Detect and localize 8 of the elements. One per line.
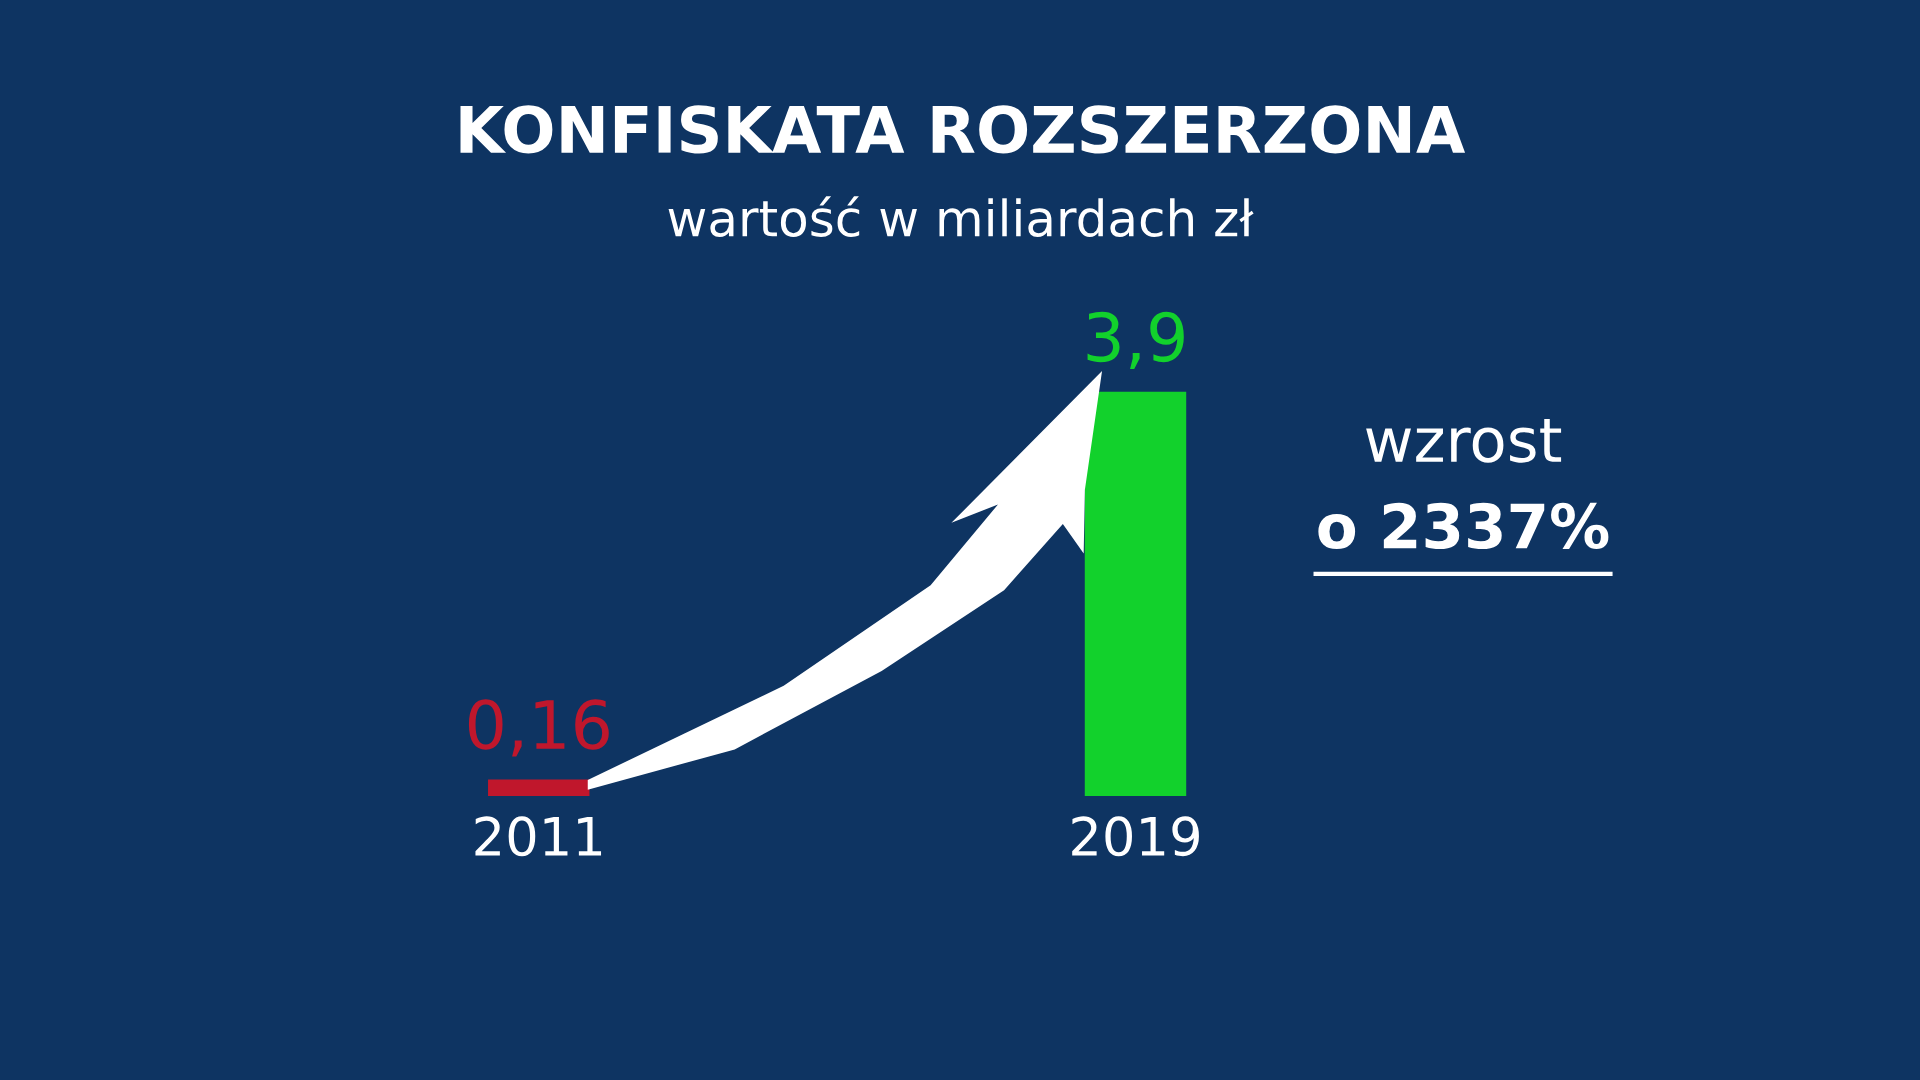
x-tick-label: 2011 — [475, 816, 602, 857]
x-tick-label: 2019 — [1072, 816, 1199, 857]
data-label: 3,9 — [1087, 311, 1184, 369]
chart-subtitle: wartość w miliardach zł — [668, 196, 1254, 237]
data-label: 0,16 — [468, 699, 609, 757]
annotation: o 2337% — [1318, 502, 1609, 550]
chart-title: KONFISKATA ROZSZERZONA — [460, 105, 1466, 154]
annotation: wzrost — [1366, 418, 1562, 463]
